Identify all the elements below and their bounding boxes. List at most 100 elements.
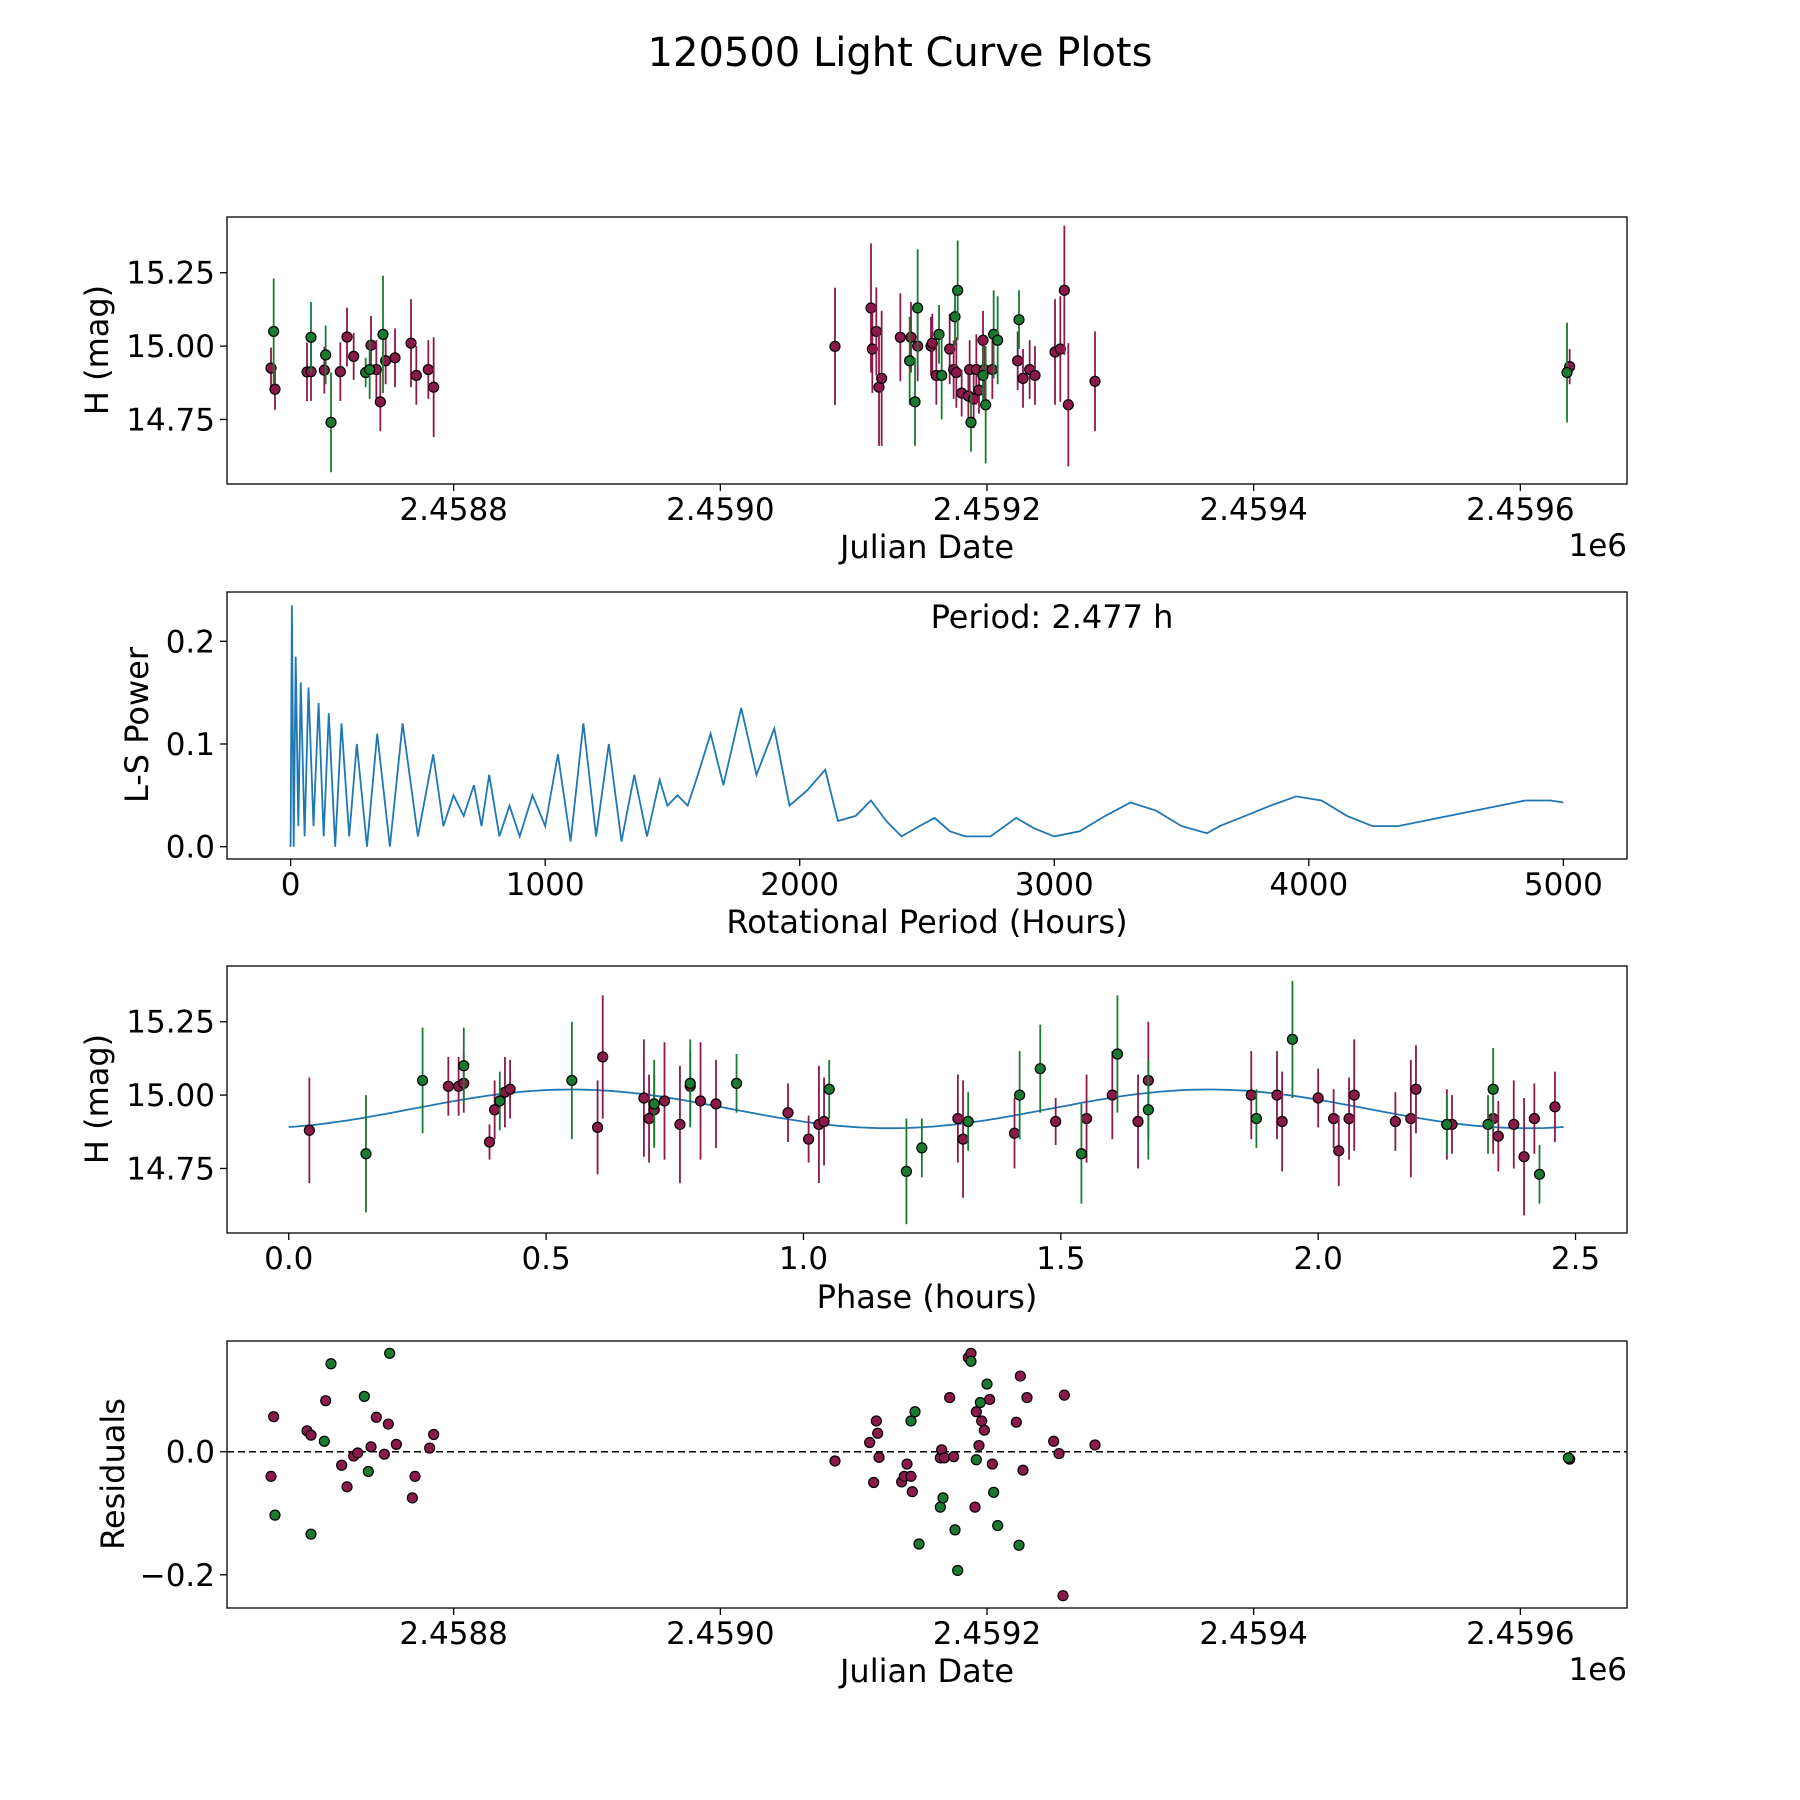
data-point [1048, 1435, 1060, 1447]
data-point [1518, 1151, 1530, 1163]
data-point [894, 331, 906, 343]
data-point [504, 1083, 516, 1095]
data-point [674, 1118, 686, 1131]
data-point [1089, 375, 1101, 387]
periodogram-xlabel: Rotational Period (Hours) [726, 903, 1127, 941]
data-point [1062, 399, 1074, 411]
y-tick-label: 15.00 [126, 329, 215, 365]
periodogram-ylabel: L-S Power [118, 646, 156, 803]
data-point [384, 1347, 396, 1359]
data-point [1008, 1127, 1021, 1139]
data-point [1389, 1115, 1401, 1128]
y-tick-label: 15.25 [126, 256, 215, 292]
periodogram-panel: 0 1000 2000 3000 4000 5000 0.0 0.1 0.2 Period: 2… [118, 591, 1628, 941]
x-tick-label: 0 [281, 867, 301, 903]
data-point [1012, 355, 1024, 367]
light-curve-frame [226, 216, 1628, 485]
data-point [1075, 1148, 1088, 1160]
data-point [341, 1481, 353, 1493]
data-point [303, 1124, 315, 1136]
periodogram-frame [226, 591, 1628, 860]
periodogram-ticks: 0 1000 2000 3000 4000 5000 0.0 0.1 0.2 [166, 624, 1603, 903]
periodogram-curve [289, 605, 1564, 847]
data-point [944, 343, 956, 355]
data-point [390, 1438, 402, 1450]
data-point [938, 1452, 950, 1464]
x-tick-label: 2.4594 [1199, 1616, 1307, 1652]
data-point [936, 369, 948, 382]
data-point [268, 1411, 280, 1423]
residuals-ylabel: Residuals [94, 1398, 132, 1550]
y-tick-label: 15.25 [126, 1005, 215, 1041]
data-point [1111, 1048, 1124, 1060]
data-point [1562, 1452, 1574, 1464]
data-point [906, 1486, 918, 1498]
data-point [1286, 1033, 1299, 1045]
data-point [365, 1441, 377, 1453]
data-point [1508, 1118, 1520, 1131]
y-tick-label: 0.0 [166, 830, 215, 866]
data-point [360, 1148, 372, 1160]
y-tick-label: 0.1 [166, 727, 215, 763]
data-point [980, 399, 992, 411]
light-curve-panel: 2.4588 2.4590 2.4592 2.4594 2.4596 14.75 15.00… [78, 216, 1628, 566]
data-point [1017, 372, 1029, 384]
data-point [1132, 1115, 1144, 1128]
data-point [969, 1501, 981, 1513]
data-point [977, 334, 989, 346]
x-tick-label: 2.4596 [1466, 1616, 1574, 1652]
data-point [873, 1451, 885, 1463]
data-point [1410, 1083, 1422, 1095]
data-point [870, 1415, 882, 1427]
data-point [406, 1492, 418, 1504]
data-point [318, 364, 330, 376]
period-annotation: Period: 2.477 h [931, 598, 1174, 636]
y-tick-label: 0.2 [166, 624, 215, 660]
data-point [265, 1470, 277, 1482]
data-point [658, 1095, 671, 1107]
data-point [1080, 1112, 1093, 1125]
data-point [1053, 1447, 1065, 1460]
data-point [974, 1396, 986, 1409]
data-point [648, 1098, 660, 1110]
x-tick-label: 2.4592 [933, 492, 1041, 528]
x-tick-label: 2.4596 [1466, 492, 1574, 528]
data-point [318, 1435, 330, 1447]
data-point [416, 1074, 429, 1087]
data-point [365, 339, 377, 351]
data-point [348, 350, 360, 362]
data-point [965, 1355, 977, 1367]
data-point [352, 1447, 364, 1459]
data-point [926, 337, 938, 349]
phased-frame [226, 965, 1628, 1234]
data-point [1441, 1118, 1453, 1131]
data-point [952, 1112, 964, 1125]
data-point [442, 1080, 454, 1092]
data-point [305, 331, 317, 343]
data-point [905, 1470, 917, 1482]
data-point [950, 366, 962, 379]
data-point [638, 1092, 650, 1104]
residuals-ticks: 2.4588 2.4590 2.4592 2.4594 2.4596 −0.2 0.0 [140, 1435, 1575, 1652]
data-point [410, 369, 422, 382]
residuals-xlabel: Julian Date [838, 1652, 1014, 1690]
data-point [1528, 1112, 1540, 1125]
data-point [829, 340, 841, 352]
data-point [1021, 1391, 1033, 1404]
x-tick-label: 1.0 [779, 1241, 828, 1277]
data-point [305, 1429, 317, 1441]
data-point [428, 1428, 440, 1441]
data-point [494, 1095, 506, 1107]
y-tick-label: −0.2 [140, 1558, 215, 1594]
x-tick-label: 2.4594 [1199, 492, 1307, 528]
light-curve-xlabel: Julian Date [838, 528, 1014, 566]
data-point [1013, 1539, 1025, 1551]
data-point [986, 1458, 998, 1470]
data-point [1487, 1083, 1499, 1095]
data-point [1054, 343, 1066, 355]
data-point [1029, 369, 1041, 382]
data-point [428, 381, 440, 393]
data-point [901, 1458, 913, 1470]
data-point [992, 334, 1004, 346]
data-point [597, 1051, 609, 1063]
